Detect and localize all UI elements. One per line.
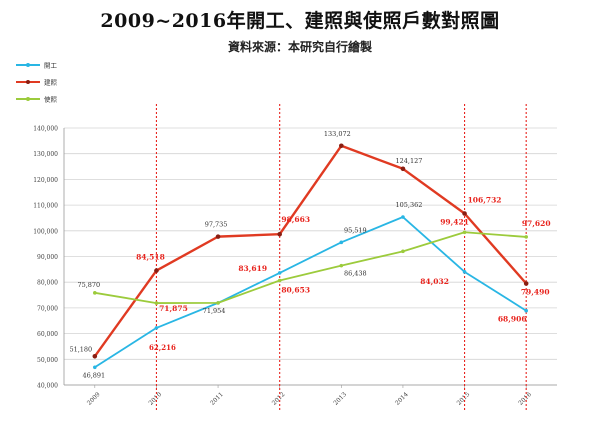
data-label: 62,216 (149, 343, 176, 352)
data-point (462, 211, 467, 216)
data-point (339, 143, 344, 149)
y-tick-label: 140,000 (33, 126, 58, 133)
data-label: 71,875 (159, 304, 188, 313)
data-point (92, 353, 98, 359)
data-point (339, 240, 344, 245)
data-point (523, 281, 529, 286)
data-label: 86,438 (344, 270, 367, 278)
data-label: 83,619 (238, 264, 267, 273)
legend-marker (26, 97, 30, 101)
x-tick-label: 2014 (394, 391, 410, 407)
y-tick-label: 50,000 (37, 357, 58, 364)
y-tick-label: 90,000 (37, 254, 58, 261)
data-point (462, 230, 467, 235)
data-label: 106,732 (468, 195, 502, 204)
data-point (401, 249, 405, 254)
data-label: 133,072 (324, 130, 351, 138)
data-label: 97,735 (205, 221, 228, 229)
data-point (154, 301, 159, 305)
data-label: 51,180 (69, 345, 92, 353)
y-tick-label: 70,000 (37, 305, 58, 312)
data-point (339, 263, 344, 268)
x-tick-label: 2009 (86, 391, 102, 407)
data-point (462, 270, 467, 274)
x-tick-label: 2012 (271, 391, 287, 407)
y-tick-label: 80,000 (37, 280, 58, 287)
chart-title: 2009~2016年開工、建照與使照戶數對照圖 (100, 10, 500, 32)
data-label: 95,519 (344, 226, 367, 234)
data-label: 124,127 (395, 157, 422, 165)
grid-lines (64, 127, 557, 386)
y-tick-label: 100,000 (33, 228, 58, 235)
data-point (154, 326, 159, 330)
highlight-lines (155, 104, 527, 412)
series-line-1 (94, 216, 527, 369)
x-axis: 2009 2010 2011 2012 2013 2014 2015 2016 (64, 384, 557, 407)
data-point (400, 166, 406, 172)
data-label: 99,421 (440, 217, 469, 226)
x-tick-label: 2011 (209, 391, 225, 407)
data-label: 46,891 (82, 371, 105, 379)
y-axis: 40,000 50,000 60,000 70,000 80,000 90,000 100,… (33, 126, 65, 390)
x-tick-label: 2015 (456, 391, 472, 407)
series-lines (92, 143, 529, 370)
legend-label: 開工 (44, 62, 58, 70)
data-label: 68,906 (498, 315, 527, 324)
y-tick-label: 120,000 (33, 177, 58, 184)
series-line-3 (94, 231, 527, 304)
x-tick-label: 2013 (332, 391, 348, 407)
data-label: 105,362 (395, 201, 422, 209)
data-point (154, 268, 159, 273)
data-label: 75,870 (77, 281, 100, 289)
data-label: 98,663 (281, 215, 310, 224)
data-labels: 46,891 62,216 71,954 83,619 95,519 105,362 84,… (69, 130, 550, 379)
series-line-2 (93, 144, 528, 357)
legend-label: 使照 (44, 95, 58, 104)
x-tick-label: 2010 (147, 391, 163, 407)
data-point (277, 278, 282, 283)
data-point (401, 215, 405, 219)
legend-marker (26, 80, 30, 84)
data-point (93, 365, 97, 370)
chart-subtitle: 資料來源：本研究自行繪製 (227, 40, 372, 54)
data-label: 80,653 (281, 286, 310, 295)
y-tick-label: 110,000 (33, 203, 58, 210)
data-point (277, 231, 282, 237)
data-label: 84,518 (136, 253, 165, 262)
data-point (216, 301, 220, 305)
data-label: 97,620 (522, 219, 551, 228)
data-point (215, 234, 221, 239)
y-tick-label: 130,000 (33, 151, 58, 158)
data-point (524, 308, 528, 313)
legend-label: 建照 (44, 78, 58, 87)
y-tick-label: 60,000 (37, 331, 58, 338)
data-label: 79,490 (521, 288, 550, 297)
data-point (524, 235, 528, 239)
data-point (93, 291, 97, 295)
x-tick-label: 2016 (517, 391, 533, 407)
data-point (277, 271, 282, 275)
data-label: 71,954 (203, 307, 226, 315)
data-label: 84,032 (420, 277, 449, 286)
y-tick-label: 40,000 (37, 383, 58, 390)
legend-marker (26, 63, 30, 67)
